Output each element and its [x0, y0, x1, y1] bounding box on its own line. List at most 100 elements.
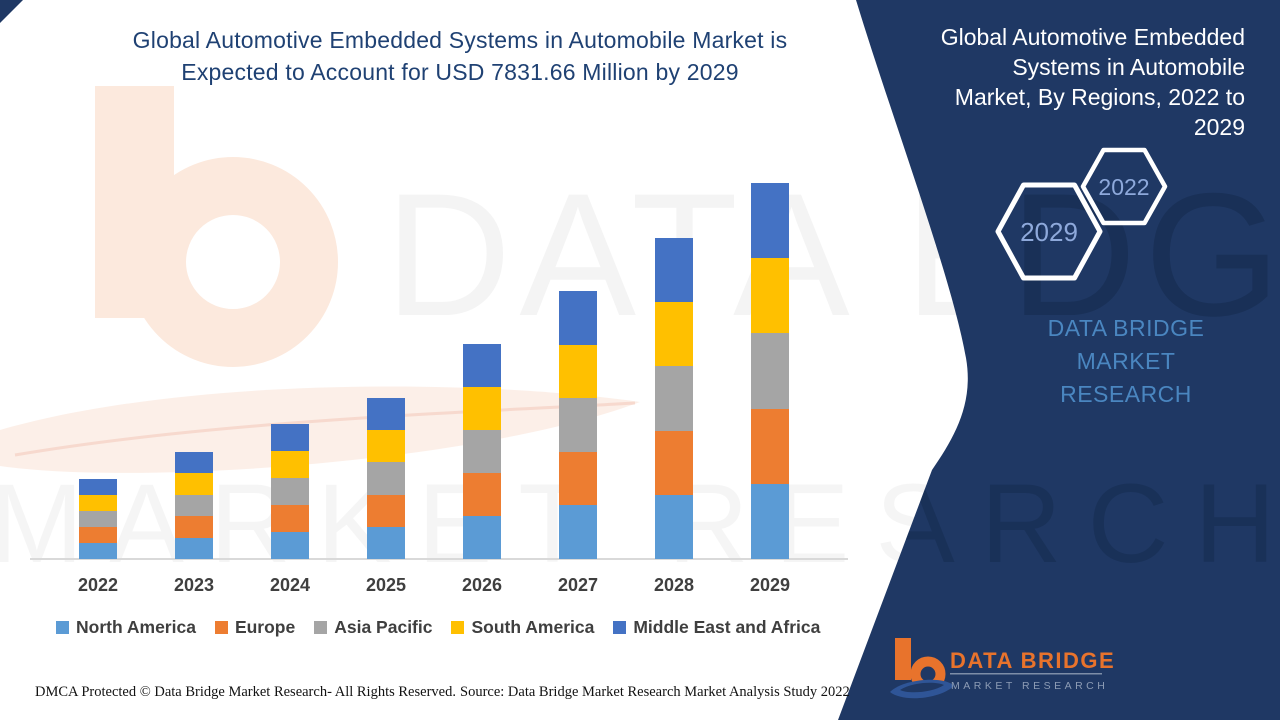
- x-axis-label-2027: 2027: [557, 575, 599, 595]
- legend-swatch-north-america: [56, 621, 69, 634]
- bar-2028: [655, 238, 693, 559]
- bar-segment-europe-2023: [175, 516, 213, 538]
- logo-underline: [950, 673, 1102, 675]
- x-axis-label-2022: 2022: [77, 575, 119, 595]
- bar-segment-asia-pacific-2023: [175, 494, 213, 517]
- bar-segment-asia-pacific-2024: [271, 478, 309, 505]
- bar-segment-asia-pacific-2022: [79, 511, 117, 527]
- bar-segment-europe-2029: [751, 408, 789, 484]
- bar-segment-north-america-2022: [79, 543, 117, 559]
- x-axis-label-2023: 2023: [173, 575, 215, 595]
- bar-segment-europe-2028: [655, 430, 693, 495]
- bar-segment-south-america-2024: [271, 451, 309, 478]
- source-note: Source: Data Bridge Market Research Mark…: [460, 684, 850, 700]
- bar-segment-asia-pacific-2026: [463, 430, 501, 473]
- bar-segment-north-america-2028: [655, 494, 693, 559]
- legend-item-europe: Europe: [214, 617, 296, 638]
- panel-title: Global Automotive Embedded Systems in Au…: [875, 22, 1245, 142]
- legend-swatch-europe: [214, 621, 228, 634]
- hexagon-2029-label: 2029: [1020, 217, 1078, 247]
- svg-text:DGE: DGE: [1010, 158, 1280, 353]
- databridge-logo-sub: MARKET RESEARCH: [951, 680, 1108, 692]
- chart-title-line2: Expected to Account for USD 7831.66 Mill…: [181, 59, 739, 85]
- chart-title-line1: Global Automotive Embedded Systems in Au…: [132, 27, 788, 53]
- bar-2024: [271, 424, 309, 559]
- bar-segment-south-america-2026: [463, 387, 501, 430]
- bar-segment-north-america-2024: [271, 532, 309, 559]
- bar-segment-asia-pacific-2029: [751, 333, 789, 409]
- bar-segment-south-america-2028: [655, 302, 693, 367]
- bar-segment-south-america-2025: [367, 430, 405, 463]
- legend-label-europe: Europe: [234, 617, 296, 637]
- bar-segment-asia-pacific-2027: [559, 398, 597, 452]
- bar-segment-north-america-2026: [463, 516, 501, 559]
- x-axis-label-2025: 2025: [365, 575, 407, 595]
- bar-segment-asia-pacific-2025: [367, 462, 405, 495]
- x-axis-line: [30, 558, 848, 560]
- legend-label-north-america: North America: [76, 617, 196, 637]
- dmca-notice: DMCA Protected © Data Bridge Market Rese…: [35, 684, 456, 700]
- legend-item-middle-east-and-africa: Middle East and Africa: [613, 617, 820, 638]
- bar-segment-middle-east-and-africa-2027: [559, 291, 597, 345]
- legend-item-north-america: North America: [56, 617, 196, 638]
- legend-label-south-america: South America: [471, 617, 595, 637]
- chart-legend: North America Europe Asia Pacific South Ame…: [56, 617, 820, 638]
- legend-label-asia-pacific: Asia Pacific: [334, 617, 433, 637]
- panel-brand-text: DATA BRIDGE MARKET RESEARCH: [1000, 312, 1252, 411]
- x-axis-label-2029: 2029: [749, 575, 791, 595]
- bar-segment-europe-2026: [463, 473, 501, 516]
- bar-segment-north-america-2027: [559, 505, 597, 559]
- bar-segment-middle-east-and-africa-2024: [271, 424, 309, 451]
- bar-segment-europe-2025: [367, 494, 405, 527]
- bar-segment-south-america-2022: [79, 495, 117, 511]
- x-axis-label-2024: 2024: [269, 575, 311, 595]
- hexagon-2029: 2029: [995, 182, 1103, 281]
- legend-label-middle-east-and-africa: Middle East and Africa: [633, 617, 821, 637]
- bar-segment-north-america-2023: [175, 537, 213, 559]
- bar-segment-north-america-2029: [751, 483, 789, 559]
- bar-segment-south-america-2027: [559, 344, 597, 399]
- panel-brand-line1: DATA BRIDGE MARKET: [1047, 315, 1205, 374]
- databridge-logo-b-icon: [890, 638, 954, 699]
- bar-segment-north-america-2025: [367, 526, 405, 559]
- bar-segment-middle-east-and-africa-2023: [175, 452, 213, 474]
- bar-segment-middle-east-and-africa-2029: [751, 183, 789, 259]
- databridge-logo-brand: DATA BRIDGE: [950, 648, 1115, 673]
- bar-segment-europe-2022: [79, 527, 117, 543]
- legend-swatch-south-america: [451, 621, 465, 634]
- svg-text:ARCH: ARCH: [880, 461, 1280, 586]
- x-axis-label-2028: 2028: [653, 575, 695, 595]
- bar-2022: [79, 479, 117, 559]
- panel-title-line4: 2029: [1193, 114, 1245, 140]
- panel-title-line3: Market, By Regions, 2022 to: [954, 84, 1245, 110]
- hexagon-2022-label: 2022: [1098, 174, 1149, 200]
- legend-swatch-middle-east-and-africa: [613, 621, 627, 634]
- bar-2023: [175, 452, 213, 559]
- bar-segment-europe-2027: [559, 451, 597, 506]
- bar-2027: [559, 291, 597, 559]
- bar-2029: [751, 183, 789, 559]
- chart-title: Global Automotive Embedded Systems in Au…: [55, 24, 865, 88]
- databridge-logo: DATA BRIDGE MARKET RESEARCH: [890, 638, 1115, 699]
- bar-segment-south-america-2029: [751, 258, 789, 334]
- side-panel-background: [838, 0, 1280, 720]
- bar-2025: [367, 398, 405, 559]
- bar-segment-middle-east-and-africa-2026: [463, 344, 501, 387]
- panel-watermark: DGE ARCH: [880, 158, 1280, 586]
- corner-triangle: [0, 0, 23, 23]
- bar-2026: [463, 344, 501, 559]
- panel-title-line2: Systems in Automobile: [1012, 54, 1245, 80]
- bar-segment-asia-pacific-2028: [655, 366, 693, 431]
- hexagon-2022: 2022: [1080, 147, 1168, 226]
- panel-brand-line2: RESEARCH: [1060, 381, 1192, 407]
- bar-segment-middle-east-and-africa-2028: [655, 238, 693, 303]
- legend-swatch-asia-pacific: [314, 621, 328, 634]
- bar-segment-middle-east-and-africa-2025: [367, 398, 405, 431]
- legend-item-asia-pacific: Asia Pacific: [314, 617, 432, 638]
- bar-segment-middle-east-and-africa-2022: [79, 479, 117, 495]
- bar-segment-south-america-2023: [175, 473, 213, 495]
- legend-item-south-america: South America: [451, 617, 594, 638]
- x-axis-label-2026: 2026: [461, 575, 503, 595]
- bar-segment-europe-2024: [271, 505, 309, 532]
